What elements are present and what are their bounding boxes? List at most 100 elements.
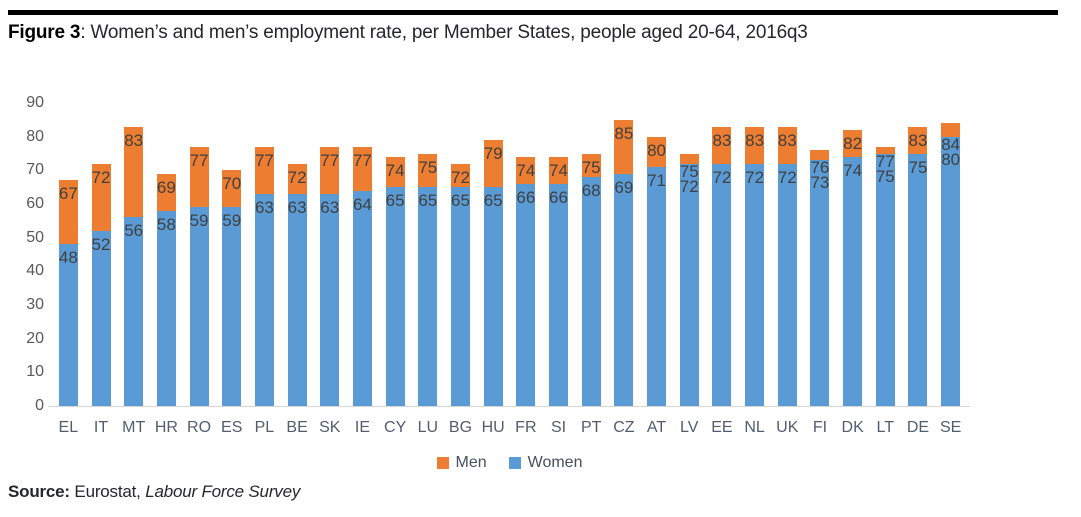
x-tick-label-fi: FI: [812, 419, 828, 436]
women-segment: [385, 187, 405, 406]
women-value-label: 71: [647, 170, 667, 190]
women-value-label: 56: [124, 221, 144, 241]
x-tick-label-nl: NL: [744, 419, 765, 436]
women-value-label: 72: [745, 167, 765, 187]
y-tick-label: 70: [26, 161, 44, 179]
men-segment: [679, 153, 699, 164]
source-line: Source: Eurostat, Labour Force Survey: [8, 482, 300, 502]
bar-column-bg: 72 65: [450, 163, 470, 406]
x-tick-label-se: SE: [939, 419, 962, 436]
men-value-label: 82: [843, 133, 863, 153]
women-value-label: 72: [777, 167, 797, 187]
chart-legend: Men Women: [52, 454, 967, 472]
men-value-label: 70: [222, 174, 242, 194]
bar-column-ee: 83 72: [712, 126, 732, 406]
y-tick-label: 40: [26, 262, 44, 280]
y-tick-label: 50: [26, 228, 44, 246]
x-tick-label-cy: CY: [384, 419, 407, 436]
men-segment: [712, 126, 732, 164]
men-segment: [810, 150, 830, 161]
men-value-label: 80: [647, 140, 667, 160]
bar-column-ro: 77 59: [189, 146, 209, 406]
women-value-label: 63: [287, 197, 307, 217]
bar-column-mt: 83 56: [124, 126, 144, 406]
women-segment: [843, 156, 863, 406]
men-value-label: 69: [156, 177, 176, 197]
x-tick-label-bg: BG: [448, 419, 473, 436]
women-value-label: 63: [254, 197, 274, 217]
men-value-label: 72: [287, 167, 307, 187]
men-value-label: 74: [385, 160, 405, 180]
men-segment: [450, 163, 470, 188]
bar-column-hu: 79 65: [483, 140, 503, 406]
men-value-label: 84: [941, 134, 961, 154]
men-value-label: 75: [581, 157, 601, 177]
legend-swatch-men: [436, 457, 449, 469]
women-segment: [222, 207, 242, 406]
women-value-label: 58: [156, 214, 176, 234]
bar-column-nl: 83 72: [745, 126, 765, 406]
bar-column-pt: 75 68: [581, 153, 601, 406]
men-value-label: 74: [516, 160, 536, 180]
women-segment: [712, 163, 732, 406]
men-segment: [875, 146, 895, 154]
women-segment: [320, 193, 340, 406]
men-value-label: 75: [679, 161, 699, 181]
women-value-label: 75: [908, 157, 928, 177]
women-segment: [483, 187, 503, 406]
women-segment: [450, 187, 470, 406]
men-value-label: 75: [418, 157, 438, 177]
women-segment: [91, 230, 111, 406]
y-axis: 0 10 20 30 40 50 60 70 80 90: [10, 94, 44, 414]
legend-label: Women: [527, 454, 583, 471]
x-tick-label-fr: FR: [515, 419, 537, 436]
legend-item-men: Men: [436, 454, 487, 472]
women-segment: [614, 173, 634, 406]
women-segment: [516, 183, 536, 406]
women-value-label: 74: [843, 160, 863, 180]
x-tick-label-ie: IE: [354, 419, 370, 436]
women-segment: [58, 244, 78, 406]
figure-number-label: Figure 3: [8, 22, 81, 43]
x-tick-label-hr: HR: [154, 419, 178, 436]
women-value-label: 64: [352, 194, 372, 214]
men-segment: [418, 153, 438, 188]
bar-column-fi: 76 73: [810, 150, 830, 406]
men-segment: [385, 156, 405, 188]
x-tick-label-es: ES: [221, 419, 243, 436]
bar-column-dk: 82 74: [843, 129, 863, 406]
women-segment: [647, 166, 667, 406]
women-value-label: 69: [614, 177, 634, 197]
y-tick-label: 0: [35, 397, 44, 414]
men-segment: [254, 146, 274, 194]
women-segment: [549, 183, 569, 406]
bar-column-lt: 77 75: [875, 146, 895, 406]
women-segment: [352, 190, 372, 406]
x-tick-label-ee: EE: [711, 419, 733, 436]
plot-area: 67 48 EL 72 52 IT 83 56 MT 69 58 HR 77 59 RO 70 59 ES 77 63…: [48, 103, 970, 436]
men-segment: [189, 146, 209, 208]
x-tick-label-lt: LT: [876, 419, 895, 436]
bar-column-pl: 77 63: [254, 146, 274, 406]
men-value-label: 83: [908, 130, 928, 150]
men-value-label: 72: [91, 167, 111, 187]
men-segment: [581, 153, 601, 178]
bar-column-cy: 74 65: [385, 156, 405, 406]
bar-column-be: 72 63: [287, 163, 307, 406]
men-segment: [941, 123, 961, 137]
men-value-label: 77: [254, 150, 274, 170]
men-value-label: 83: [712, 130, 732, 150]
men-segment: [777, 126, 797, 164]
women-segment: [156, 210, 176, 406]
women-value-label: 59: [222, 211, 242, 231]
women-segment: [875, 153, 895, 406]
women-segment: [777, 163, 797, 406]
bar-column-ie: 77 64: [352, 146, 372, 406]
men-segment: [614, 119, 634, 174]
bar-column-es: 70 59: [222, 170, 242, 406]
bar-column-fr: 74 66: [516, 156, 536, 406]
men-value-label: 77: [320, 150, 340, 170]
x-tick-label-lu: LU: [417, 419, 439, 436]
men-segment: [287, 163, 307, 194]
